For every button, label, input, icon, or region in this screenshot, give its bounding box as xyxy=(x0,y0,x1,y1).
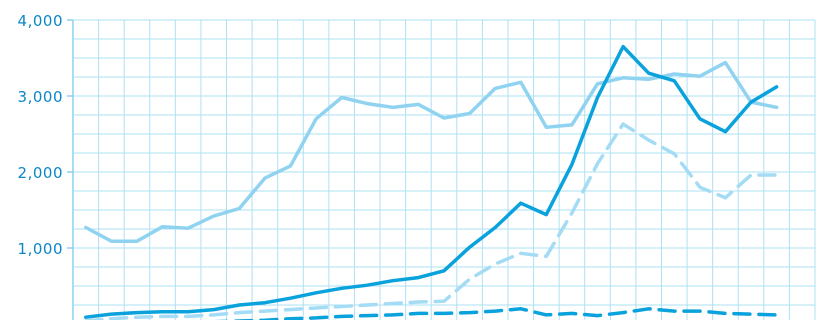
y-tick-label: 2,000 xyxy=(18,164,63,182)
grid xyxy=(73,20,815,320)
y-tick-label: 3,000 xyxy=(18,88,63,106)
y-tick-label: 1,000 xyxy=(18,240,63,258)
y-axis-ticks: 1,000 2,000 3,000 4,000 xyxy=(18,12,73,258)
y-tick-label: 4,000 xyxy=(18,12,63,30)
